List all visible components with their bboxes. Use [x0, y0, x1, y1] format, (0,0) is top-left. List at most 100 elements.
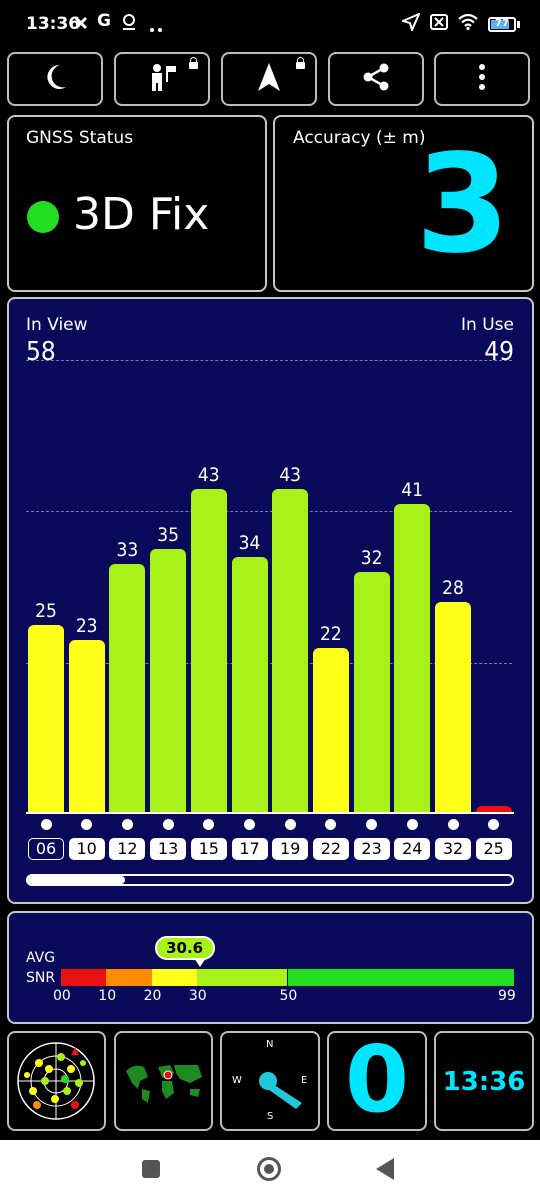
snr-bar-32[interactable]: [435, 602, 471, 814]
night-mode-button[interactable]: [7, 52, 103, 106]
snr-tick-label: 50: [279, 988, 298, 1004]
snr-bar-15[interactable]: [190, 488, 227, 814]
bar-value-label: 22: [320, 622, 342, 645]
in-use-dot: [244, 819, 255, 830]
snr-segment: [61, 969, 107, 986]
home-button[interactable]: [257, 1157, 281, 1181]
more-vert-icon: [478, 63, 486, 95]
avg-snr-panel[interactable]: [7, 911, 534, 1024]
counter-tile[interactable]: 0: [327, 1029, 427, 1131]
compass-south: S: [267, 1111, 274, 1122]
bar-value-label: 28: [442, 577, 464, 600]
snr-bar-12[interactable]: [109, 564, 146, 814]
in-use-dot: [447, 819, 459, 830]
bar-value-label: 41: [401, 478, 424, 501]
in-use-dot: [40, 819, 52, 830]
snr-segment: [196, 969, 288, 986]
prn-label-22[interactable]: 22: [312, 838, 349, 860]
in-use-dot: [366, 819, 378, 830]
snr-bar-23[interactable]: [353, 571, 390, 814]
prn-label-25[interactable]: 25: [475, 838, 512, 860]
more-dots-icon: [150, 18, 164, 37]
google-icon: G: [97, 11, 111, 31]
in-use-dot: [81, 819, 93, 830]
prn-label-17[interactable]: 17: [231, 838, 268, 860]
prn-label-15[interactable]: 15: [190, 838, 227, 860]
map-tile[interactable]: [114, 1031, 213, 1131]
fix-status: 3D Fix: [73, 189, 210, 240]
bar-value-label: 32: [360, 546, 383, 569]
x-icon: [74, 15, 88, 34]
snr-bar-06[interactable]: [28, 624, 64, 814]
position-button[interactable]: [114, 52, 210, 106]
satellite-scrollbar[interactable]: [26, 874, 514, 886]
navigation-button[interactable]: [221, 52, 317, 106]
in-use-dot: [203, 819, 215, 830]
share-button[interactable]: [328, 52, 424, 106]
bar-value-label: 43: [197, 463, 220, 486]
snr-label: SNR: [26, 970, 56, 986]
avg-snr-badge: 30.6: [154, 936, 215, 960]
compass-tile[interactable]: N E S W: [220, 1031, 320, 1131]
bar-value-label: 23: [75, 614, 98, 637]
snr-bar-22[interactable]: [312, 647, 349, 814]
gnss-status-label: GNSS Status: [26, 128, 134, 148]
scrollbar-thumb[interactable]: [28, 876, 125, 884]
gridline: [26, 511, 512, 513]
accuracy-panel[interactable]: Accuracy (± m) 3: [273, 115, 534, 292]
in-view-label: In View: [26, 315, 88, 335]
radar-view-icon: [17, 1042, 95, 1120]
more-options-button[interactable]: [434, 52, 530, 106]
prn-label-06[interactable]: 06: [28, 838, 64, 860]
compass-north: N: [266, 1039, 274, 1050]
in-use-dot: [488, 819, 500, 830]
bar-value-label: 35: [157, 524, 179, 547]
avg-snr-pointer: [193, 958, 206, 967]
snr-bar-24[interactable]: [394, 503, 431, 814]
prn-label-13[interactable]: 13: [150, 838, 187, 860]
bar-value-label: 43: [279, 463, 302, 486]
back-button[interactable]: [376, 1158, 394, 1184]
status-time: 13:36: [26, 14, 81, 34]
snr-bar-10[interactable]: [68, 639, 105, 814]
in-use-dot: [325, 819, 337, 830]
clock-tile[interactable]: 13:36: [434, 1031, 534, 1131]
gridline: [26, 360, 512, 361]
snr-segment: [106, 969, 152, 986]
prn-label-10[interactable]: 10: [68, 838, 105, 860]
in-use-label: In Use: [461, 315, 514, 335]
status-right-icons: 77: [400, 12, 520, 35]
in-use-count: 49: [484, 337, 514, 367]
snr-bar-chart: 25 23 33 35 43 34 43 22 32 41 28: [26, 360, 514, 814]
snr-bar-17[interactable]: [231, 556, 268, 814]
battery-level: 77: [495, 17, 509, 29]
radar-tile[interactable]: [7, 1031, 106, 1131]
navigation-arrow-icon: [256, 62, 282, 96]
prn-label-32[interactable]: 32: [435, 838, 471, 860]
snr-scale-bar: [61, 969, 514, 986]
snr-bar-13[interactable]: [150, 549, 187, 814]
snr-bar-19[interactable]: [272, 488, 309, 814]
prn-label-24[interactable]: 24: [394, 838, 431, 860]
recents-button[interactable]: [142, 1160, 160, 1178]
in-view-count: 58: [26, 337, 56, 367]
compass-east: E: [301, 1075, 308, 1086]
prn-label-23[interactable]: 23: [353, 838, 390, 860]
location-pin-icon: [121, 13, 137, 35]
chart-baseline: [26, 812, 514, 814]
sim-off-icon: [430, 13, 448, 35]
in-use-dot: [406, 819, 418, 830]
snr-bar-25[interactable]: [475, 806, 512, 814]
prn-label-12[interactable]: 12: [109, 838, 146, 860]
gnss-status-panel[interactable]: GNSS Status 3D Fix: [7, 115, 267, 292]
snr-segment: [151, 969, 197, 986]
compass-needle-icon: [259, 1072, 302, 1109]
night-mode-icon: [42, 63, 68, 95]
in-use-dot: [162, 819, 174, 830]
back-icon: [376, 1158, 394, 1180]
prn-label-19[interactable]: 19: [272, 838, 309, 860]
in-use-dot: [121, 819, 133, 830]
avg-label: AVG: [26, 950, 56, 966]
bar-value-label: 34: [238, 531, 261, 554]
accuracy-label: Accuracy (± m): [293, 128, 426, 148]
